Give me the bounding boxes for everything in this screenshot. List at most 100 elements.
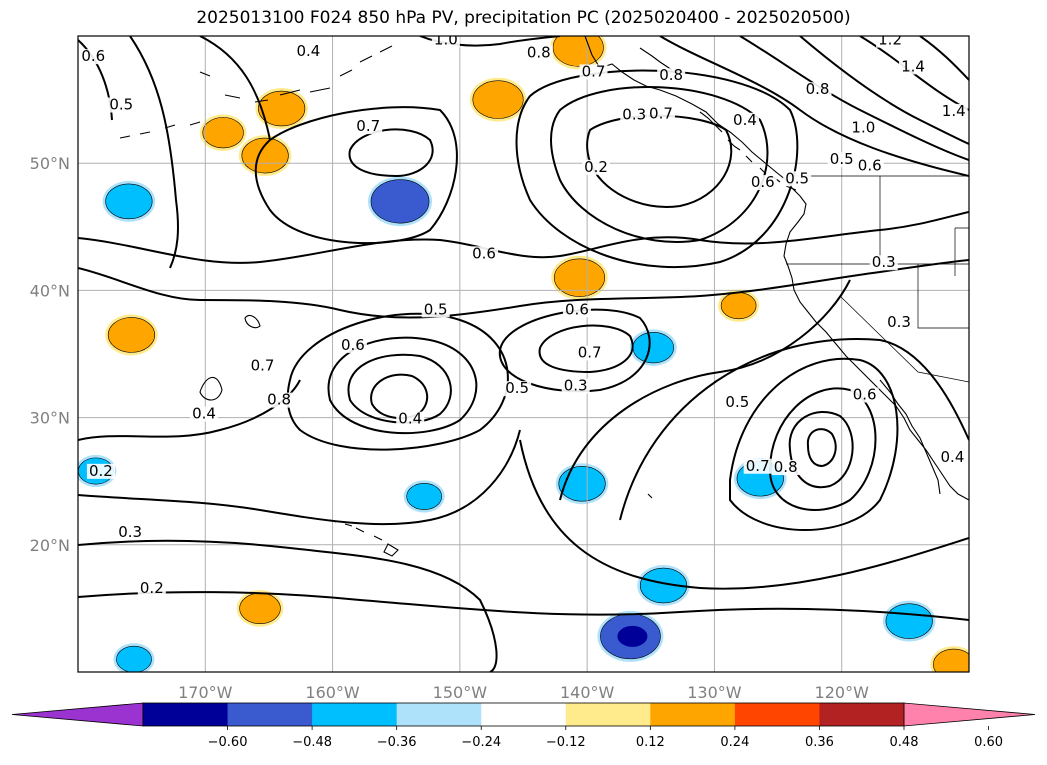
contour-label-bg <box>939 103 968 119</box>
contour-label: 0.3 <box>564 377 588 395</box>
contour-label: 0.4 <box>398 410 422 428</box>
lon-tick-label: 170°W <box>178 683 233 702</box>
precip-anomaly-cell <box>238 135 292 177</box>
contour-label: 1.2 <box>878 31 902 49</box>
contour-label: 0.7 <box>356 117 380 135</box>
contour-label: 0.8 <box>659 66 683 84</box>
colorbar-swatch <box>650 703 736 726</box>
contour-label-bg <box>582 159 611 175</box>
colorbar-extend-low <box>11 702 144 727</box>
pv-contour-0.5-south <box>286 312 509 451</box>
contour-label-bg <box>354 119 383 135</box>
plot-frame <box>77 35 970 673</box>
contour-label: 0.6 <box>341 336 365 354</box>
contour-label-bg <box>748 175 777 191</box>
contour-label-bg <box>743 458 772 474</box>
contour-label: 0.3 <box>887 313 911 331</box>
colorbar-swatch <box>819 703 905 726</box>
colorbar-tick-label: −0.36 <box>377 735 417 750</box>
contour-label-bg <box>620 107 649 123</box>
map-title: 2025013100 F024 850 hPa PV, precipitatio… <box>196 8 851 28</box>
precip-anomaly-cell <box>718 289 760 322</box>
lat-tick-label: 40°N <box>30 281 70 300</box>
precip-anomaly-cell <box>102 180 156 222</box>
contour-label: 0.8 <box>267 391 291 409</box>
lon-tick-label: 150°W <box>433 683 488 702</box>
contour-label: 0.5 <box>830 150 854 168</box>
precip-anomaly-cell <box>113 643 155 672</box>
pv-contour-0.3-west <box>78 429 521 526</box>
pv-contour-0.5-northwest <box>129 36 179 269</box>
precip-anomaly-cell <box>555 463 609 505</box>
contour-label: 1.0 <box>434 31 458 49</box>
contour-label: 0.7 <box>251 356 275 374</box>
colorbar-tick-label: −0.24 <box>461 735 501 750</box>
precip-anomaly-cell <box>550 36 607 70</box>
contour-label-bg <box>876 36 905 48</box>
contour-label-bg <box>86 463 115 479</box>
precip-anomaly-cell <box>105 314 158 356</box>
lat-tick-label: 30°N <box>30 409 70 428</box>
contour-label-bg <box>265 392 294 408</box>
contour-label-bg <box>723 395 752 411</box>
contour-label: 0.6 <box>565 300 589 318</box>
contour-label: 0.7 <box>582 62 606 80</box>
colorbar-swatch <box>481 703 567 726</box>
precip-anomaly-cell <box>629 329 677 366</box>
lon-tick-label: 160°W <box>305 683 360 702</box>
pv-contour-0.7-central <box>538 324 634 374</box>
colorbar-tick-label: −0.60 <box>208 735 248 750</box>
precip-anomaly-cell <box>637 565 690 606</box>
contour-label: 0.5 <box>109 96 133 114</box>
contour-label: 0.3 <box>118 523 142 541</box>
precip-anomaly-cell <box>199 114 247 151</box>
contour-label: 0.4 <box>192 405 216 423</box>
colorbar-swatch <box>396 703 482 726</box>
contour-label: 0.7 <box>649 104 673 122</box>
colorbar-swatch <box>143 703 229 726</box>
precip-anomaly-cell <box>255 88 308 129</box>
contour-label-bg <box>503 381 532 397</box>
contour-label-bg <box>107 97 136 113</box>
contour-label: 0.6 <box>853 386 877 404</box>
pv-contour-alaska-4 <box>859 36 969 111</box>
contour-label-bg <box>575 345 604 361</box>
contour-label-bg <box>116 524 145 540</box>
colorbar-tick-label: 0.60 <box>974 735 1003 750</box>
contour-label: 0.4 <box>941 448 965 466</box>
pv-contour-0.6-central <box>498 308 651 393</box>
contour-label: 1.4 <box>942 102 966 120</box>
colorbar-swatch <box>565 703 651 726</box>
contour-label: 0.8 <box>527 43 551 61</box>
lat-tick-label: 50°N <box>30 154 70 173</box>
contour-label-layer: 1.00.6 0.4 0.80.7 0.80.50.70.3 0.70.20.40.6 0… <box>79 31 968 597</box>
contour-label-bg <box>421 302 450 318</box>
lon-tick-label: 120°W <box>815 683 870 702</box>
precip-anomaly-cell <box>367 176 433 227</box>
pv-contour-alaska-5 <box>919 36 969 81</box>
pv-contour-0.8-south <box>370 373 428 420</box>
pv-contour-alaska-1 <box>659 36 969 177</box>
pv-contour-0.2-southeast <box>519 439 969 590</box>
colorbar-tick-label: −0.48 <box>292 735 332 750</box>
contour-label: 0.5 <box>505 379 529 397</box>
contour-label: 0.4 <box>296 42 320 60</box>
contour-label-bg <box>898 59 927 75</box>
contour-label-bg <box>884 315 913 331</box>
contour-label-bg <box>771 460 800 476</box>
pv-contour-0.5-southeast <box>729 357 899 531</box>
contour-label-bg <box>470 246 499 262</box>
contour-label: 0.5 <box>424 300 448 318</box>
contour-label: 0.5 <box>785 169 809 187</box>
contour-label-bg <box>646 106 675 122</box>
precip-anomaly-cell <box>551 255 608 300</box>
contour-label-bg <box>783 171 812 187</box>
contour-label: 0.6 <box>472 244 496 262</box>
precip-anomaly-cell <box>930 646 969 672</box>
contour-label-bg <box>338 337 367 353</box>
contour-label-bg <box>803 82 832 98</box>
colorbar-swatch <box>734 703 820 726</box>
pv-contour-0.4-northwest <box>199 36 271 141</box>
pv-contour-0.2-south <box>78 591 969 621</box>
